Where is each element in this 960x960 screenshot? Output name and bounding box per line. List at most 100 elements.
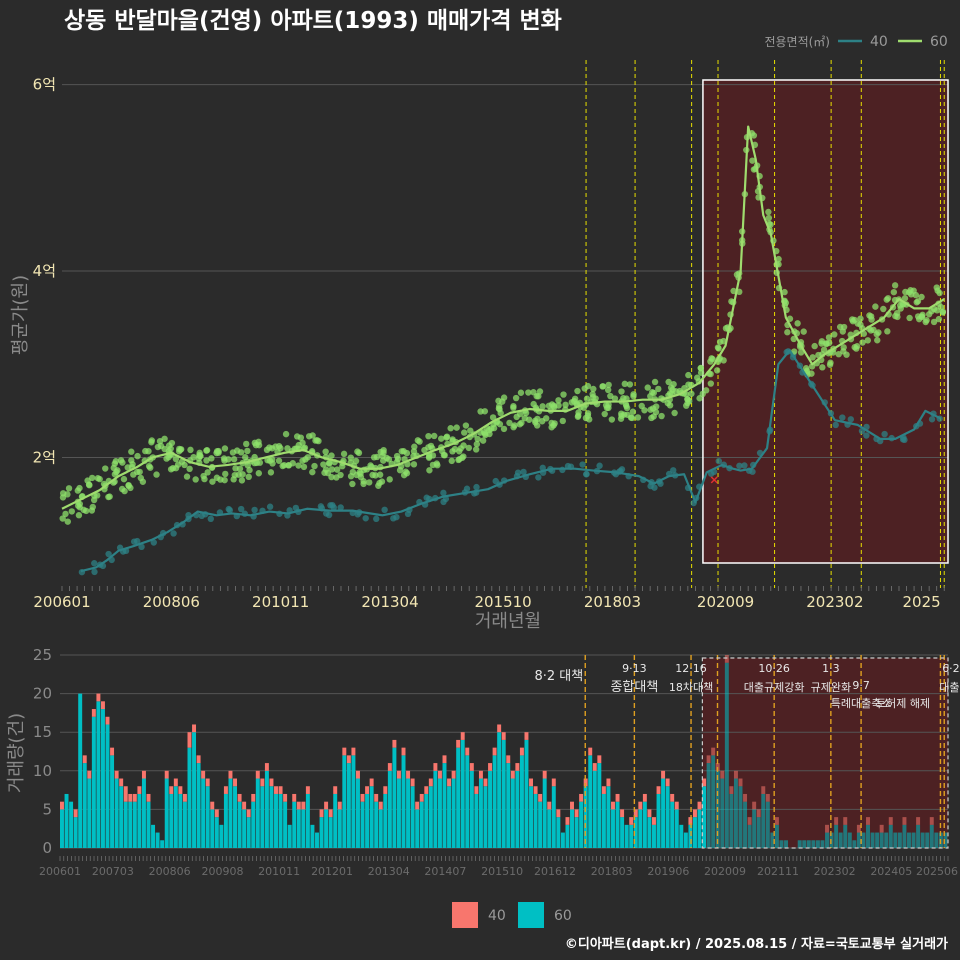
data-point bbox=[933, 307, 941, 314]
volume-bar-60 bbox=[615, 801, 620, 848]
volume-bar-60 bbox=[451, 778, 456, 848]
data-point bbox=[456, 448, 463, 455]
data-point bbox=[896, 302, 904, 309]
data-point bbox=[517, 389, 525, 396]
volume-bar-40 bbox=[529, 778, 533, 787]
volume-bar-60 bbox=[683, 832, 688, 848]
legend-bottom-swatch bbox=[518, 902, 544, 928]
data-point bbox=[809, 354, 816, 361]
data-point bbox=[644, 384, 651, 391]
volume-annotation: 9·13 bbox=[622, 662, 647, 675]
data-point bbox=[89, 503, 96, 511]
volume-x-tick-label: 201510 bbox=[481, 865, 523, 878]
data-point bbox=[626, 381, 634, 388]
data-point bbox=[136, 468, 143, 476]
data-point bbox=[715, 457, 722, 465]
data-point bbox=[583, 470, 590, 478]
volume-bar-40 bbox=[620, 809, 625, 818]
data-point bbox=[255, 470, 263, 477]
data-point bbox=[658, 412, 665, 420]
data-point bbox=[201, 475, 208, 483]
volume-bar-40 bbox=[333, 786, 338, 794]
volume-bar-60 bbox=[920, 832, 925, 848]
data-point bbox=[333, 466, 341, 473]
volume-bar-60 bbox=[815, 840, 820, 848]
volume-bar-60 bbox=[661, 778, 666, 848]
data-point bbox=[203, 457, 210, 464]
volume-bar-60 bbox=[866, 824, 870, 848]
data-point bbox=[479, 437, 487, 444]
volume-bar-60 bbox=[570, 809, 574, 848]
volume-bar-60 bbox=[743, 801, 748, 848]
data-point bbox=[456, 456, 463, 463]
data-point bbox=[863, 432, 870, 439]
volume-bar-60 bbox=[515, 770, 520, 848]
volume-annotation: 1·3 bbox=[822, 662, 840, 675]
volume-bar-60 bbox=[765, 801, 770, 848]
data-point bbox=[251, 439, 259, 447]
volume-bar-40 bbox=[305, 786, 310, 794]
data-point bbox=[186, 465, 193, 473]
volume-bar-60 bbox=[78, 693, 83, 848]
volume-bar-60 bbox=[761, 793, 766, 848]
data-point bbox=[282, 430, 290, 438]
data-point bbox=[473, 483, 480, 491]
data-point bbox=[266, 444, 273, 451]
series-line-40 bbox=[80, 349, 941, 573]
volume-bar-60 bbox=[201, 778, 206, 848]
volume-bar-40 bbox=[328, 809, 333, 818]
series-line-60 bbox=[61, 125, 945, 510]
data-point bbox=[884, 328, 891, 335]
volume-annotation: 대출규 bbox=[939, 681, 960, 694]
volume-bar-40 bbox=[674, 801, 679, 810]
volume-x-tick-label: 202506 bbox=[916, 865, 958, 878]
volume-bar-40 bbox=[196, 755, 201, 764]
volume-bar-60 bbox=[506, 763, 511, 848]
volume-bar-60 bbox=[574, 817, 579, 848]
volume-annotation: 8·2 대책 bbox=[535, 669, 584, 684]
volume-bar-60 bbox=[205, 786, 210, 848]
volume-bar-40 bbox=[538, 793, 543, 802]
volume-bar-60 bbox=[611, 809, 615, 848]
volume-bar-40 bbox=[447, 778, 452, 787]
data-point bbox=[461, 429, 468, 436]
volume-bar-60 bbox=[588, 755, 593, 848]
data-point bbox=[919, 311, 926, 319]
data-point bbox=[360, 480, 367, 488]
data-point bbox=[157, 442, 165, 450]
data-point bbox=[489, 414, 497, 421]
data-point bbox=[741, 462, 748, 469]
legend-bottom-label: 40 bbox=[488, 908, 506, 924]
data-point bbox=[187, 446, 194, 454]
data-point bbox=[905, 289, 913, 296]
price-chart: 2억 4억 6억 200601 200806 201011 201304 201510 2018… bbox=[10, 34, 949, 632]
data-point bbox=[511, 422, 518, 429]
volume-bar-60 bbox=[356, 778, 360, 848]
volume-bar-40 bbox=[123, 786, 128, 802]
data-point bbox=[105, 550, 112, 558]
volume-bar-60 bbox=[274, 793, 278, 848]
volume-bar-60 bbox=[100, 709, 105, 848]
volume-bar-40 bbox=[724, 655, 729, 663]
data-point bbox=[352, 457, 360, 465]
highlight-border bbox=[702, 79, 949, 564]
volume-bar-40 bbox=[733, 770, 738, 779]
volume-bar-40 bbox=[137, 786, 142, 794]
volume-bar-40 bbox=[96, 693, 101, 702]
data-point bbox=[96, 475, 103, 483]
data-point bbox=[305, 433, 313, 440]
volume-bar-60 bbox=[264, 770, 269, 848]
volume-bar-60 bbox=[64, 793, 69, 848]
volume-bar-60 bbox=[151, 824, 156, 848]
volume-bar-40 bbox=[132, 793, 137, 802]
data-point bbox=[808, 363, 816, 370]
data-point bbox=[150, 539, 157, 546]
volume-bar-60 bbox=[351, 755, 356, 848]
volume-bar-40 bbox=[506, 755, 511, 764]
volume-bar-40 bbox=[743, 793, 748, 802]
volume-bar-40 bbox=[283, 793, 288, 802]
data-point bbox=[112, 458, 120, 465]
volume-bar-60 bbox=[132, 801, 137, 848]
volume-bar-40 bbox=[164, 770, 169, 779]
data-point bbox=[423, 494, 430, 501]
